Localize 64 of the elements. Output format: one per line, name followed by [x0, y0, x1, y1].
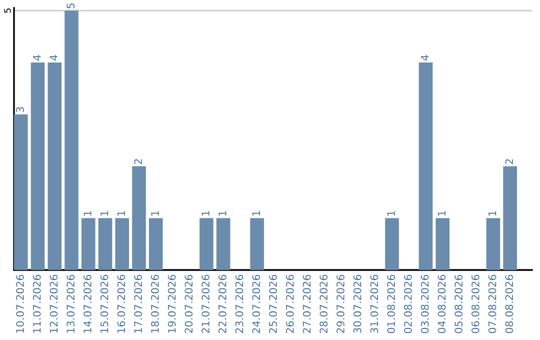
x-tick-label: 03.08.2026 [420, 274, 429, 334]
bar [81, 218, 96, 270]
x-tick-label: 22.07.2026 [218, 274, 226, 334]
bar [98, 218, 112, 270]
bar [436, 218, 450, 270]
x-tick-label: 30.07.2026 [353, 274, 362, 334]
data-label: 4 [50, 55, 58, 61]
bar [14, 114, 28, 270]
x-tick-label: 14.07.2026 [84, 274, 92, 333]
bar [132, 166, 146, 270]
data-label: 1 [117, 211, 125, 216]
x-tick-label: 31.07.2026 [370, 274, 378, 334]
x-tick-label: 07.08.2026 [488, 274, 496, 334]
bar [503, 166, 517, 270]
x-tick-label: 11.07.2026 [32, 274, 41, 333]
x-tick-label: 27.07.2026 [302, 274, 311, 334]
bar [30, 62, 45, 270]
bar [250, 218, 264, 270]
bar [148, 218, 163, 270]
data-label: 1 [252, 211, 260, 216]
data-label: 1 [151, 211, 159, 216]
x-tick-label: 20.07.2026 [184, 274, 193, 334]
x-tick-label: 24.07.2026 [252, 274, 260, 334]
bar [216, 218, 230, 270]
x-tick-label: 19.07.2026 [168, 274, 176, 333]
bar [385, 218, 399, 270]
data-label: 1 [218, 211, 226, 216]
x-tick-label: 16.07.2026 [117, 274, 126, 333]
data-label: 1 [84, 211, 92, 216]
bar [486, 218, 500, 270]
x-tick-label: 08.08.2026 [505, 274, 514, 334]
bar [64, 10, 78, 270]
x-tick-label: 15.07.2026 [100, 274, 108, 333]
bar [200, 218, 214, 270]
bar [418, 62, 433, 270]
data-label: 2 [134, 159, 142, 164]
x-tick-label: 18.07.2026 [151, 274, 159, 333]
data-label: 1 [438, 211, 446, 216]
x-tick-label: 28.07.2026 [320, 274, 328, 334]
x-tick-label: 10.07.2026 [16, 274, 24, 333]
x-tick-label: 29.07.2026 [336, 274, 344, 334]
x-tick-label: 06.08.2026 [471, 274, 480, 334]
data-label: 1 [387, 211, 395, 216]
data-label: 2 [505, 159, 513, 164]
data-label: 4 [33, 55, 41, 61]
x-tick-label: 02.08.2026 [404, 274, 412, 334]
data-label: 5 [66, 3, 75, 8]
data-label: 4 [421, 55, 429, 61]
x-tick-label: 01.08.2026 [387, 274, 396, 334]
x-tick-label: 21.07.2026 [202, 274, 210, 334]
x-tick-label: 26.07.2026 [286, 274, 294, 334]
data-label: 1 [100, 211, 108, 216]
data-label: 1 [488, 211, 496, 216]
x-tick-label: 17.07.2026 [134, 274, 142, 333]
x-tick-label: 05.08.2026 [454, 274, 462, 334]
bar [115, 218, 130, 270]
data-label: 3 [16, 107, 24, 112]
data-label: 1 [202, 211, 210, 216]
x-tick-label: 04.08.2026 [438, 274, 446, 334]
x-tick-label: 23.07.2026 [235, 274, 244, 334]
x-tick-label: 25.07.2026 [269, 274, 277, 334]
bar [48, 62, 62, 270]
x-tick-label: 13.07.2026 [66, 274, 75, 333]
x-tick-label: 12.07.2026 [50, 274, 58, 333]
